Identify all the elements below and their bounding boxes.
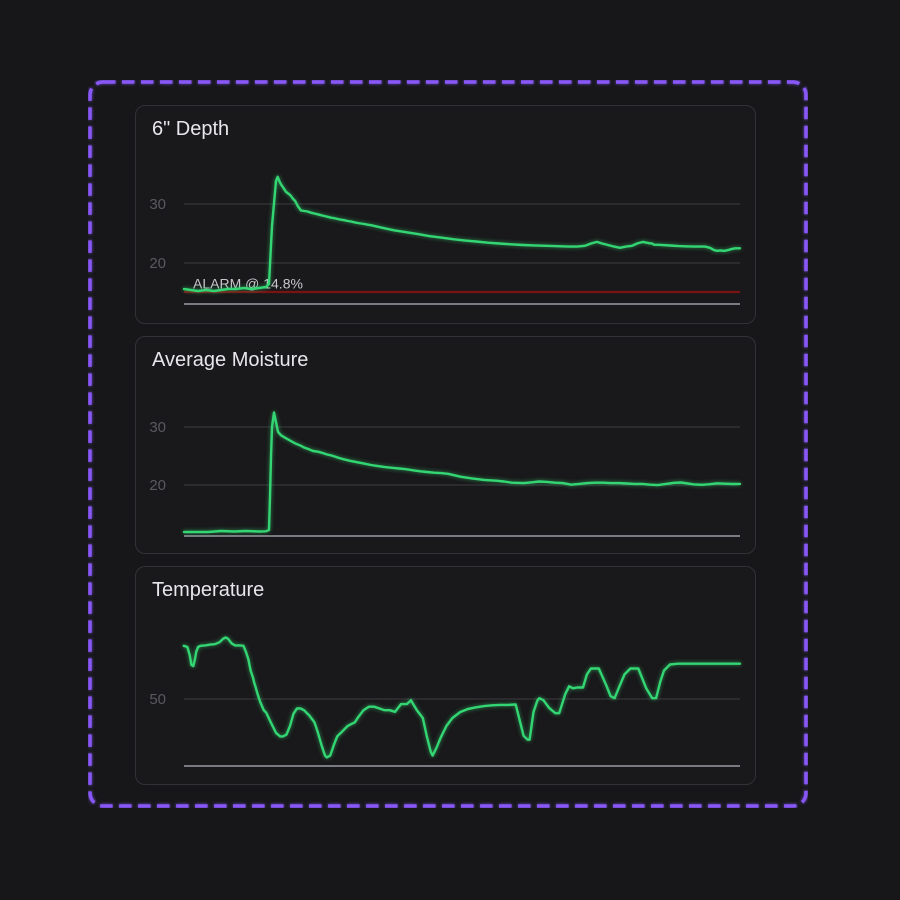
svg-text:20: 20: [149, 477, 166, 494]
svg-text:20: 20: [149, 255, 166, 272]
svg-text:50: 50: [149, 691, 166, 708]
svg-text:30: 30: [149, 419, 166, 436]
svg-text:30: 30: [149, 196, 166, 213]
